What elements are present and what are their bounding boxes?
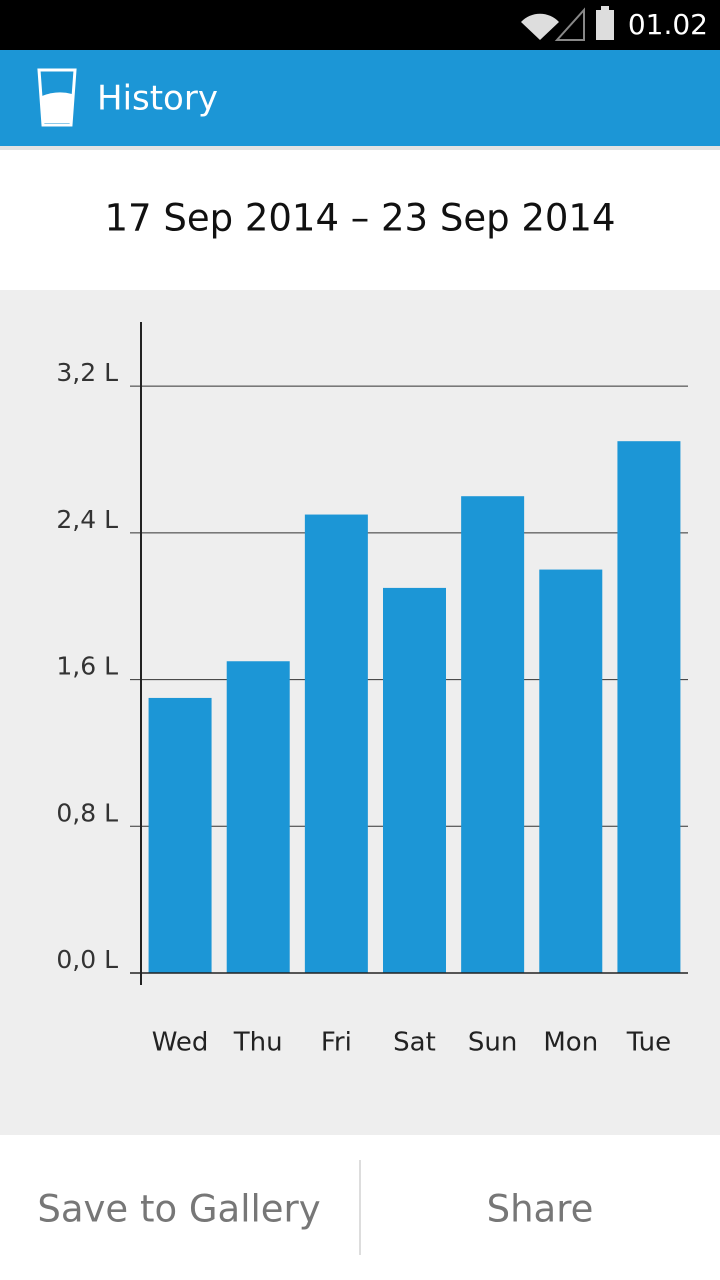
battery-tip (601, 6, 609, 11)
plot: 0,0 L 0,8 L 1,6 L 2,4 L 3,2 L Wed Thu Fri Sat Sun… (56, 322, 688, 1058)
x-tick-label: Wed (152, 1028, 209, 1058)
bar (304, 514, 368, 973)
battery-icon (596, 10, 614, 40)
bar (383, 587, 446, 973)
save-button[interactable]: Save to Gallery (37, 1188, 320, 1231)
bar (148, 697, 212, 973)
bar (461, 496, 525, 973)
share-button[interactable]: Share (487, 1188, 594, 1231)
y-tick-label: 1,6 L (56, 652, 118, 681)
date-range: 17 Sep 2014 – 23 Sep 2014 (104, 197, 615, 240)
app-icon[interactable] (37, 68, 77, 127)
app-bar (0, 50, 720, 146)
x-tick-label: Sun (468, 1028, 517, 1058)
x-tick-label: Tue (626, 1028, 671, 1058)
x-tick-label: Mon (543, 1028, 598, 1058)
x-tick-label: Sat (393, 1028, 436, 1058)
bar (617, 441, 681, 974)
wifi-icon (521, 13, 559, 41)
y-tick-label: 2,4 L (56, 505, 118, 534)
app-title: History (97, 79, 218, 119)
bar (226, 661, 290, 973)
y-tick-label: 0,0 L (56, 945, 118, 974)
status-time: 01.02 (628, 8, 708, 41)
x-tick-label: Thu (233, 1028, 283, 1058)
bar (539, 569, 603, 973)
x-tick-label: Fri (321, 1028, 352, 1058)
signal-icon (554, 7, 585, 41)
app-bar-shadow (0, 146, 720, 150)
y-tick-label: 3,2 L (56, 358, 118, 387)
y-tick-label: 0,8 L (56, 798, 118, 827)
app-icon-water (42, 92, 72, 123)
